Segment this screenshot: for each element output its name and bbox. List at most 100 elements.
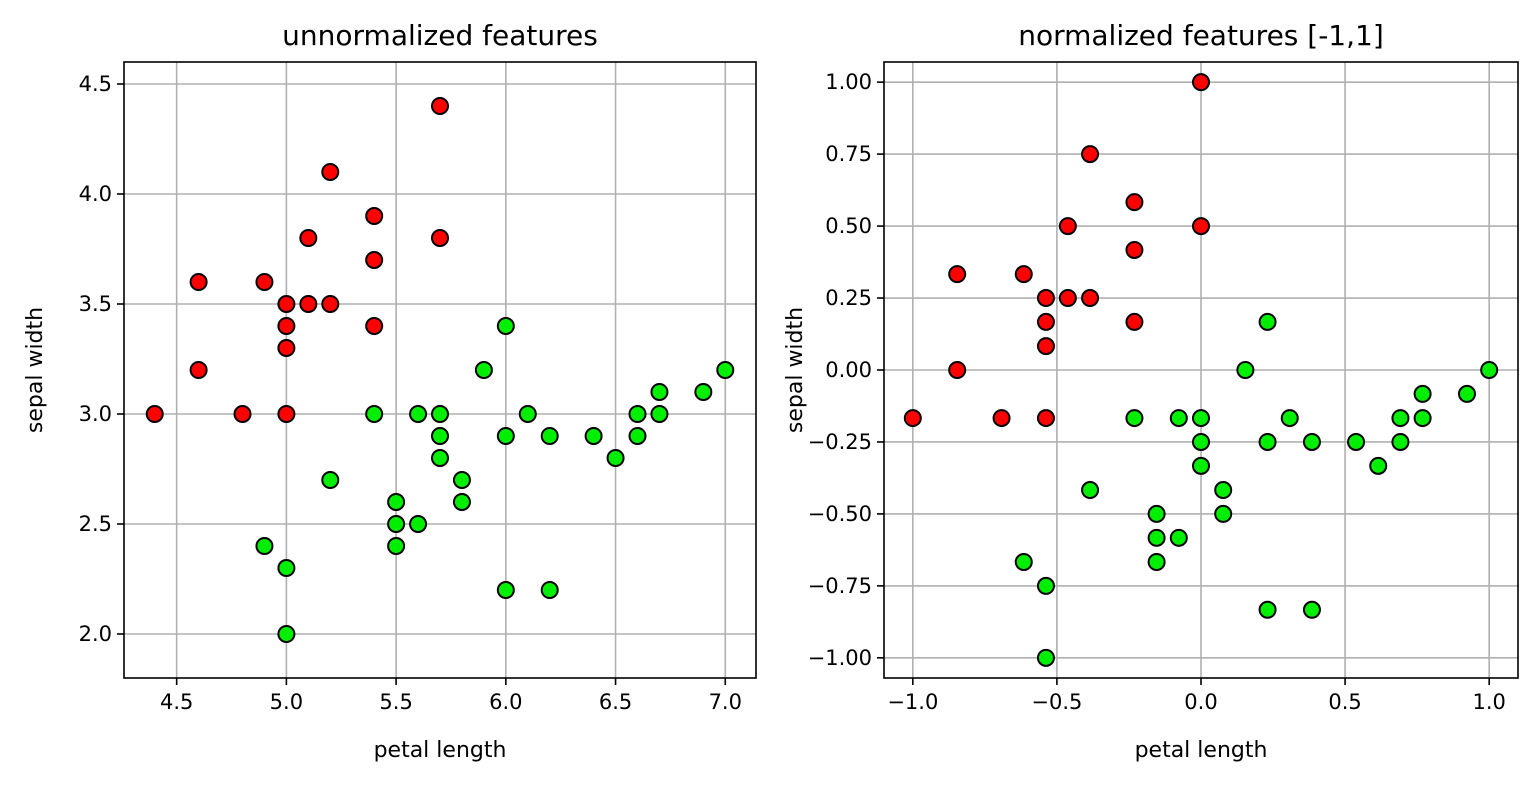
left-data-point-green: [496, 581, 515, 599]
right-x-tick-label: 0.0: [1184, 690, 1217, 714]
left-data-point-green: [694, 383, 713, 401]
left-y-tick-label: 3.0: [79, 402, 112, 426]
right-data-point-green: [1413, 409, 1432, 428]
left-data-point-red: [277, 295, 296, 313]
right-data-point-green: [1480, 361, 1499, 379]
left-data-point-green: [431, 427, 449, 445]
right-y-tick-label: −0.25: [808, 430, 872, 454]
right-data-point-green: [1457, 384, 1476, 403]
left-data-point-green: [255, 537, 274, 555]
left-x-tick-label: 7.0: [709, 690, 742, 714]
left-data-point-green: [650, 383, 669, 401]
right-scatter-plot: −1.0 −0.5 0.0 0.5 1.0 −1.00 −0.75 −0.50 −0.25 0.…: [783, 19, 1519, 763]
right-data-point-red: [992, 409, 1011, 428]
right-data-point-green: [1147, 504, 1166, 523]
right-data-point-green: [1302, 600, 1321, 619]
right-data-point-green: [1192, 432, 1210, 451]
right-data-point-red: [1125, 312, 1144, 331]
left-x-tick-label: 6.5: [599, 690, 632, 714]
right-data-point-red: [1058, 217, 1077, 236]
right-y-tick-label: 0.50: [825, 214, 872, 238]
right-data-point-green: [1413, 384, 1432, 403]
right-data-point-green: [1258, 432, 1277, 451]
left-data-point-green: [321, 471, 340, 489]
right-data-point-green: [1036, 648, 1055, 667]
right-data-point-green: [1369, 456, 1388, 475]
left-data-point-red: [431, 97, 449, 115]
left-data-point-red: [365, 207, 384, 225]
left-data-point-red: [277, 405, 296, 423]
right-x-tick-label: −0.5: [1031, 690, 1082, 714]
right-data-point-green: [1192, 456, 1210, 475]
left-data-point-red: [189, 361, 208, 379]
right-data-point-green: [1258, 312, 1277, 331]
left-data-point-green: [387, 515, 406, 533]
right-data-point-red: [1036, 312, 1055, 331]
right-data-point-green: [1214, 481, 1233, 500]
left-data-point-green: [606, 449, 625, 467]
right-data-point-green: [1036, 576, 1055, 595]
left-y-tick-label: 4.0: [79, 182, 112, 206]
right-data-point-red: [1081, 145, 1100, 164]
right-y-tick-label: 0.25: [825, 286, 872, 310]
left-y-tick-label: 2.5: [79, 512, 112, 536]
right-y-tick-label: 0.75: [825, 142, 872, 166]
right-data-point-red: [903, 409, 922, 428]
right-data-point-red: [948, 361, 967, 379]
left-data-point-green: [628, 405, 647, 423]
left-y-tick-label: 3.5: [79, 292, 112, 316]
left-data-point-green: [431, 405, 449, 423]
left-x-tick-label: 6.0: [489, 690, 522, 714]
right-data-point-red: [1036, 289, 1055, 308]
left-data-point-green: [716, 361, 735, 379]
left-chart-title: unnormalized features: [282, 19, 598, 52]
left-data-point-green: [518, 405, 537, 423]
right-data-point-red: [1036, 337, 1055, 356]
left-data-point-red: [321, 163, 340, 181]
right-data-point-red: [1014, 265, 1033, 284]
left-data-point-green: [584, 427, 603, 445]
right-data-point-green: [1258, 600, 1277, 619]
right-data-point-red: [948, 265, 967, 284]
right-data-point-red: [1081, 289, 1100, 308]
left-data-point-green: [452, 471, 471, 489]
left-data-point-red: [233, 405, 252, 423]
left-data-point-green: [409, 515, 428, 533]
right-data-point-green: [1347, 432, 1366, 451]
left-data-point-green: [496, 317, 515, 335]
right-data-point-green: [1169, 409, 1188, 428]
left-x-tick-label: 5.0: [270, 690, 303, 714]
left-data-point-green: [277, 625, 296, 643]
right-data-point-green: [1391, 432, 1410, 451]
left-data-point-red: [277, 317, 296, 335]
left-data-point-red: [255, 273, 274, 291]
right-x-axis-label: petal length: [1135, 738, 1268, 763]
right-data-point-green: [1302, 432, 1321, 451]
left-data-point-red: [277, 339, 296, 357]
left-data-point-green: [409, 405, 428, 423]
left-y-axis-label: sepal width: [23, 307, 48, 433]
left-data-point-green: [496, 427, 515, 445]
right-data-point-red: [1125, 193, 1144, 212]
left-data-point-green: [540, 581, 559, 599]
right-data-point-red: [1125, 240, 1144, 259]
right-data-point-red: [1036, 409, 1055, 428]
left-data-point-red: [321, 295, 340, 313]
right-chart-title: normalized features [-1,1]: [1018, 19, 1384, 52]
right-y-tick-label: −0.50: [808, 502, 872, 526]
right-y-tick-label: 0.00: [825, 358, 872, 382]
right-x-tick-label: −1.0: [887, 690, 938, 714]
left-data-point-green: [452, 493, 471, 511]
left-x-axis-label: petal length: [374, 738, 507, 763]
left-plot-frame: [123, 61, 757, 679]
right-y-tick-label: −1.00: [808, 646, 872, 670]
left-data-point-red: [145, 405, 164, 423]
right-data-point-green: [1169, 528, 1188, 547]
right-data-point-green: [1014, 552, 1033, 571]
left-data-point-green: [387, 493, 406, 511]
left-data-point-red: [299, 229, 318, 247]
right-data-point-red: [1192, 217, 1210, 236]
left-scatter-plot: 4.5 5.0 5.5 6.0 6.5 7.0 2.0 2.5 3.0 3.5 4.0 4.5 un…: [23, 19, 757, 763]
left-y-tick-label: 4.5: [79, 72, 112, 96]
